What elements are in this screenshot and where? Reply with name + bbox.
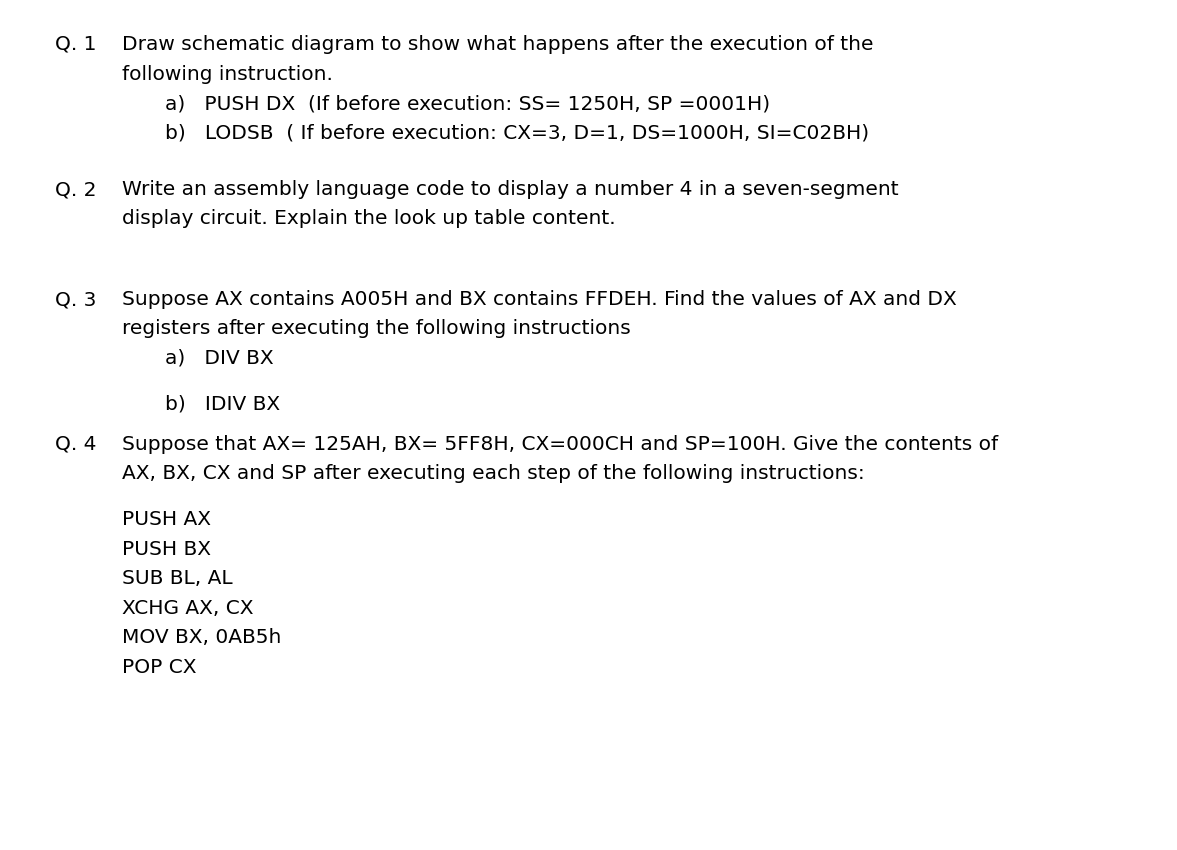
Text: MOV BX, 0AB5h: MOV BX, 0AB5h (122, 628, 281, 647)
Text: a)   PUSH DX  (If before execution: SS= 1250H, SP =0001H): a) PUSH DX (If before execution: SS= 125… (165, 94, 770, 113)
Text: PUSH BX: PUSH BX (122, 540, 211, 558)
Text: b)   LODSB  ( If before execution: CX=3, D=1, DS=1000H, SI=C02BH): b) LODSB ( If before execution: CX=3, D=… (165, 123, 869, 143)
Text: Q. 2: Q. 2 (55, 180, 97, 199)
Text: AX, BX, CX and SP after executing each step of the following instructions:: AX, BX, CX and SP after executing each s… (122, 464, 865, 484)
Text: a)   DIV BX: a) DIV BX (165, 349, 273, 368)
Text: Write an assembly language code to display a number 4 in a seven-segment: Write an assembly language code to displ… (122, 180, 898, 199)
Text: XCHG AX, CX: XCHG AX, CX (122, 598, 253, 618)
Text: Q. 4: Q. 4 (55, 435, 97, 454)
Text: Suppose AX contains A005H and BX contains FFDEH. Find the values of AX and DX: Suppose AX contains A005H and BX contain… (122, 290, 957, 309)
Text: Q. 3: Q. 3 (55, 290, 97, 309)
Text: display circuit. Explain the look up table content.: display circuit. Explain the look up tab… (122, 209, 616, 229)
Text: following instruction.: following instruction. (122, 65, 333, 83)
Text: POP CX: POP CX (122, 658, 197, 677)
Text: PUSH AX: PUSH AX (122, 510, 211, 530)
Text: registers after executing the following instructions: registers after executing the following … (122, 320, 631, 338)
Text: Suppose that AX= 125AH, BX= 5FF8H, CX=000CH and SP=100H. Give the contents of: Suppose that AX= 125AH, BX= 5FF8H, CX=00… (122, 435, 998, 454)
Text: Draw schematic diagram to show what happens after the execution of the: Draw schematic diagram to show what happ… (122, 35, 873, 54)
Text: SUB BL, AL: SUB BL, AL (122, 570, 233, 588)
Text: Q. 1: Q. 1 (55, 35, 97, 54)
Text: b)   IDIV BX: b) IDIV BX (165, 394, 280, 414)
